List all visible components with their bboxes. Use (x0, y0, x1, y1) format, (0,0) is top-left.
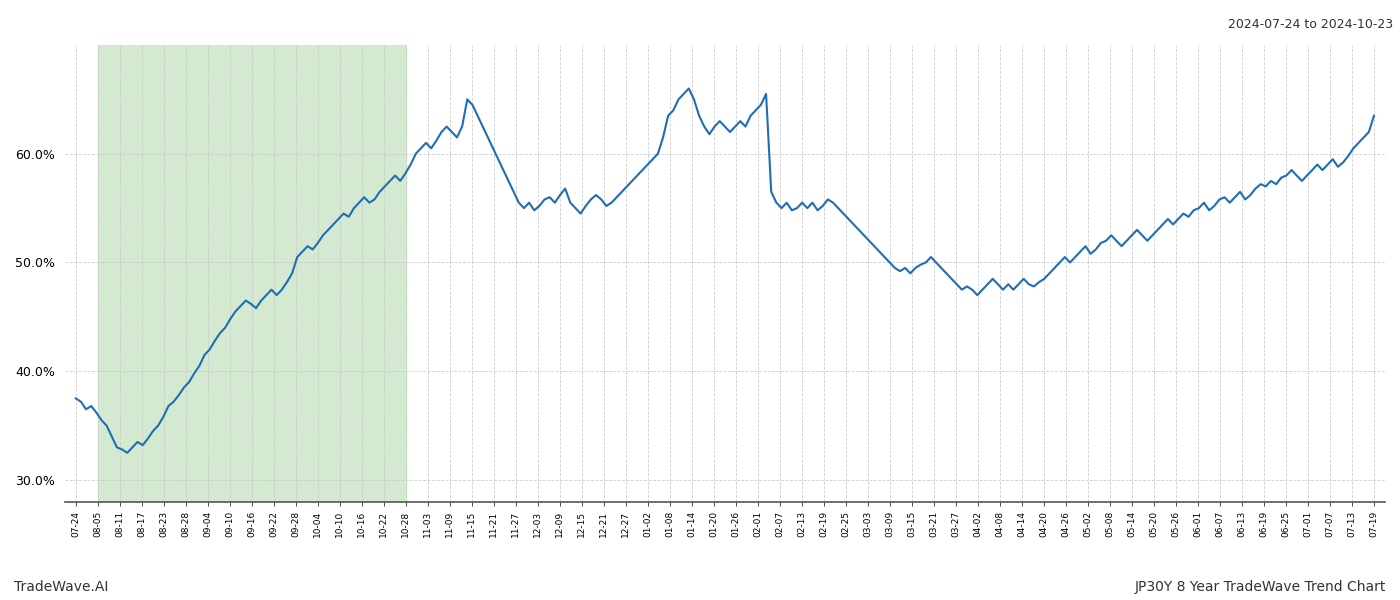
Text: JP30Y 8 Year TradeWave Trend Chart: JP30Y 8 Year TradeWave Trend Chart (1134, 580, 1386, 594)
Text: 2024-07-24 to 2024-10-23: 2024-07-24 to 2024-10-23 (1228, 18, 1393, 31)
Bar (98, 45, 406, 502)
Text: TradeWave.AI: TradeWave.AI (14, 580, 108, 594)
